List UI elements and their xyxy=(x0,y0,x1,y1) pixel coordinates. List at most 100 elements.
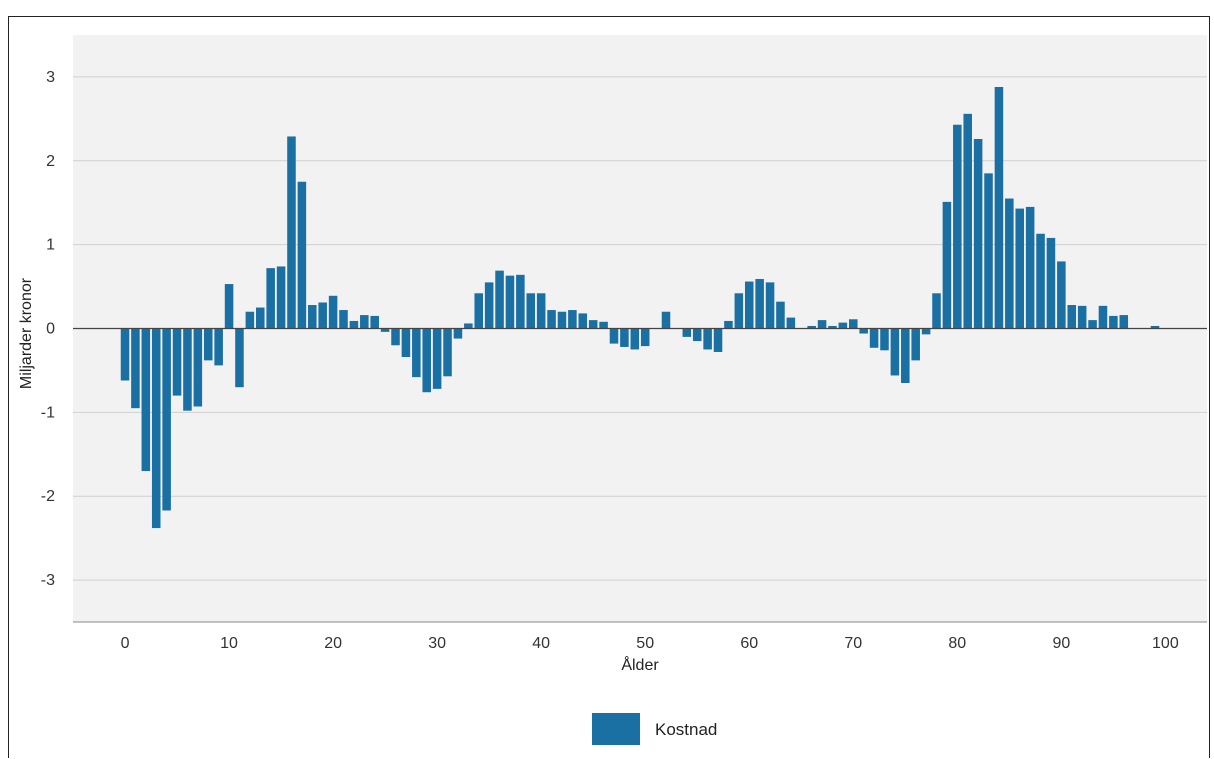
bar xyxy=(599,321,608,329)
bar xyxy=(183,328,192,411)
x-axis-ticks: 0 10 20 30 40 50 60 70 80 90 100 xyxy=(121,635,1179,652)
bar xyxy=(360,315,369,329)
bar xyxy=(755,279,764,329)
bar xyxy=(526,293,536,329)
bar xyxy=(849,319,858,329)
x-tick-label: 80 xyxy=(948,635,966,652)
bar xyxy=(151,328,161,529)
bar xyxy=(1057,261,1066,329)
bar xyxy=(890,328,900,376)
legend-label: Kostnad xyxy=(655,720,717,739)
bar xyxy=(245,311,255,329)
bar xyxy=(568,310,577,329)
y-tick-label: 0 xyxy=(46,321,55,338)
bar xyxy=(911,328,920,361)
bar xyxy=(214,328,223,366)
bar xyxy=(391,328,400,346)
x-axis-title: Ålder xyxy=(621,655,659,674)
bar xyxy=(349,320,359,329)
bar xyxy=(162,328,171,511)
bar xyxy=(203,328,213,361)
bar xyxy=(308,305,317,329)
bar xyxy=(765,282,775,329)
bar xyxy=(443,328,452,377)
y-axis-ticks: -3 -2 -1 0 1 2 3 xyxy=(41,69,55,589)
bar xyxy=(516,274,525,329)
bar xyxy=(869,328,879,348)
legend: Kostnad xyxy=(592,713,717,745)
bar xyxy=(640,328,650,347)
bar xyxy=(318,302,327,329)
bar xyxy=(256,307,265,329)
bar xyxy=(942,201,952,329)
bar xyxy=(547,310,556,329)
bar xyxy=(682,328,692,337)
bar xyxy=(131,328,140,409)
bar xyxy=(193,328,203,407)
bar xyxy=(464,323,473,329)
x-tick-label: 10 xyxy=(220,635,238,652)
bar xyxy=(786,317,796,329)
bar xyxy=(505,275,515,329)
bar xyxy=(776,301,785,329)
bar xyxy=(276,266,286,329)
y-tick-label: -1 xyxy=(41,404,55,421)
bar xyxy=(172,328,182,396)
bar xyxy=(224,284,234,329)
bar xyxy=(880,328,889,351)
gridlines xyxy=(73,76,1207,581)
bar xyxy=(339,310,348,329)
y-tick-label: -2 xyxy=(41,488,55,505)
bar xyxy=(921,328,931,335)
bar xyxy=(973,138,983,329)
bar xyxy=(557,311,567,329)
bar xyxy=(734,293,744,329)
y-tick-label: -3 xyxy=(41,572,55,589)
y-tick-label: 2 xyxy=(46,153,55,170)
x-tick-label: 90 xyxy=(1052,635,1070,652)
bar xyxy=(609,328,619,344)
bar xyxy=(266,268,275,329)
legend-swatch xyxy=(592,713,640,745)
bar xyxy=(1067,305,1077,329)
bar xyxy=(932,293,941,329)
y-axis-title: Miljarder kronor xyxy=(18,277,35,389)
x-tick-label: 50 xyxy=(636,635,654,652)
bar xyxy=(380,328,390,332)
bar xyxy=(328,295,338,329)
bar xyxy=(1036,233,1045,329)
bar xyxy=(692,328,702,342)
bar xyxy=(422,328,431,393)
bar xyxy=(235,328,244,388)
bar xyxy=(953,124,962,329)
x-tick-label: 100 xyxy=(1152,635,1179,652)
bar xyxy=(474,293,484,329)
bar xyxy=(807,325,816,329)
bar xyxy=(724,320,733,329)
bar xyxy=(588,320,598,329)
bar xyxy=(578,313,588,329)
bar xyxy=(1005,198,1014,329)
bar xyxy=(484,282,494,329)
y-tick-label: 1 xyxy=(46,237,55,254)
chart-frame: -3 -2 -1 0 1 2 3 0 10 20 30 40 50 60 70 80 90 100 Ålder … xyxy=(8,16,1210,758)
bar xyxy=(401,328,411,358)
bar xyxy=(141,328,151,472)
bar xyxy=(901,328,910,384)
bar xyxy=(859,328,868,334)
bar xyxy=(1015,208,1024,329)
x-tick-label: 20 xyxy=(324,635,342,652)
x-tick-label: 30 xyxy=(428,635,446,652)
bar xyxy=(1046,237,1056,329)
bar xyxy=(817,320,827,329)
bar xyxy=(1098,305,1108,329)
bar xyxy=(1077,305,1087,329)
bar xyxy=(370,315,379,329)
bar xyxy=(120,328,130,381)
bar xyxy=(713,328,723,352)
bar xyxy=(1109,315,1118,329)
bar xyxy=(703,328,712,350)
bar xyxy=(838,322,848,329)
bar xyxy=(984,173,993,329)
